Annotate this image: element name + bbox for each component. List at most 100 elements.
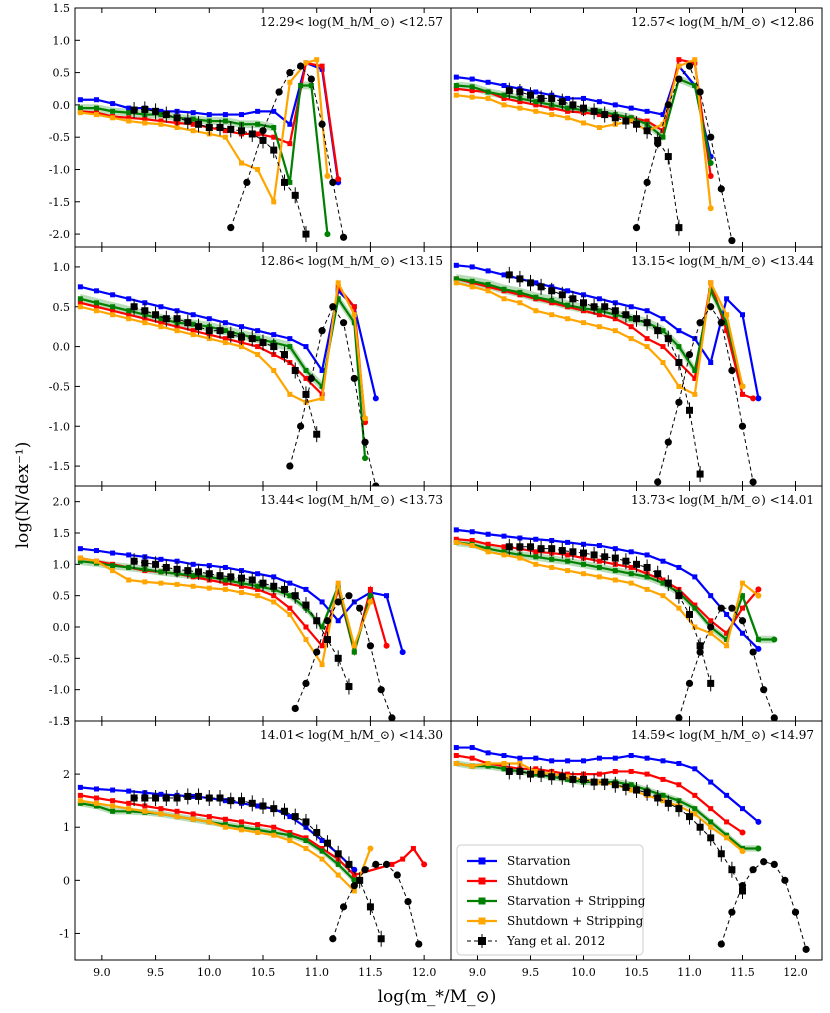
data-point	[158, 118, 164, 124]
data-point	[77, 284, 83, 290]
legend-box	[456, 844, 644, 956]
data-point	[628, 564, 634, 570]
data-point	[755, 395, 762, 402]
legend-item-starvation-stripping: Starvation + Stripping	[467, 894, 646, 908]
data-point	[708, 779, 714, 785]
data-point	[612, 568, 618, 574]
data-point	[692, 57, 698, 63]
data-point	[110, 563, 116, 569]
data-point	[255, 583, 261, 589]
legend-item-shutdown-stripping: Shutdown + Stripping	[467, 914, 644, 928]
starvation-stripping-band	[80, 800, 355, 884]
data-point	[141, 307, 149, 315]
data-point	[485, 281, 491, 287]
series-shutdown-stripping	[453, 539, 762, 649]
series-line-starvation	[456, 528, 760, 650]
data-point	[174, 808, 180, 814]
data-point	[329, 303, 337, 311]
y-tick-label: 3	[63, 715, 70, 728]
data-point	[596, 125, 602, 130]
data-point	[319, 63, 325, 69]
data-point	[516, 275, 524, 283]
panel-title: 13.15< log(M_h/M_⊙) <13.44	[631, 254, 814, 268]
data-point	[303, 375, 309, 381]
data-point	[222, 328, 228, 334]
data-point	[533, 536, 539, 542]
data-point	[367, 845, 374, 852]
data-point	[664, 579, 672, 587]
data-point	[142, 120, 148, 126]
data-point	[738, 617, 747, 625]
series-line-yang-halo	[289, 305, 377, 486]
data-point	[384, 593, 390, 599]
data-point	[707, 205, 714, 212]
data-point	[307, 75, 315, 83]
data-point	[255, 803, 261, 809]
x-tick-label: 10.5	[624, 966, 649, 979]
data-point	[324, 231, 331, 238]
data-point	[590, 107, 598, 115]
data-point	[724, 320, 730, 326]
data-point	[158, 320, 164, 326]
data-point	[643, 127, 651, 135]
panel-7: 9.0 9.5 10.0 10.5 11.0 11.5 12.0 -1 0 1 2 3 14.01< l…	[59, 715, 452, 979]
data-point	[377, 686, 385, 694]
data-point	[660, 128, 666, 134]
data-point	[410, 845, 416, 851]
data-point	[686, 406, 693, 414]
x-tick-label: 11.5	[730, 966, 755, 979]
x-tick-label: 10.5	[251, 966, 276, 979]
data-point	[287, 179, 293, 185]
data-point	[724, 832, 730, 838]
data-point	[93, 803, 99, 809]
data-point	[558, 291, 566, 299]
data-point	[158, 121, 164, 127]
data-point	[501, 102, 507, 108]
data-point	[93, 786, 99, 792]
data-point	[675, 359, 683, 367]
data-point	[152, 311, 160, 319]
data-point	[660, 112, 666, 118]
data-point	[485, 95, 491, 101]
data-point	[205, 794, 213, 802]
data-point	[286, 462, 294, 470]
data-point	[660, 792, 666, 798]
data-point	[77, 105, 83, 111]
series-line-shutdown	[456, 58, 712, 177]
data-point	[549, 556, 555, 562]
data-point	[335, 280, 341, 286]
data-point	[93, 105, 99, 111]
data-point	[622, 117, 630, 125]
data-point	[319, 624, 325, 630]
data-point	[501, 92, 507, 98]
data-point	[367, 586, 373, 592]
data-point	[255, 344, 261, 350]
legend-item-yang: Yang et al. 2012	[467, 934, 605, 948]
data-point	[314, 57, 320, 63]
data-point	[676, 605, 682, 611]
data-point	[372, 860, 380, 869]
data-point	[142, 320, 148, 326]
data-point	[739, 829, 746, 836]
data-point	[686, 813, 693, 821]
data-point	[313, 430, 321, 438]
panel-frame	[74, 246, 452, 487]
data-point	[469, 755, 475, 761]
y-tick-label: 0.5	[53, 301, 71, 314]
data-point	[664, 101, 672, 109]
y-tick-label: 1.0	[53, 261, 71, 274]
data-point	[239, 590, 245, 596]
data-point	[549, 564, 555, 570]
data-point	[287, 593, 293, 599]
data-point	[303, 624, 309, 630]
data-point	[802, 945, 810, 953]
series-yang-halo	[654, 303, 757, 486]
data-point	[469, 745, 475, 751]
data-point	[611, 781, 619, 789]
data-point	[696, 823, 704, 831]
data-point	[238, 333, 246, 341]
data-point	[335, 618, 341, 624]
data-point	[383, 642, 390, 649]
data-point	[350, 374, 358, 383]
data-point	[239, 324, 245, 330]
